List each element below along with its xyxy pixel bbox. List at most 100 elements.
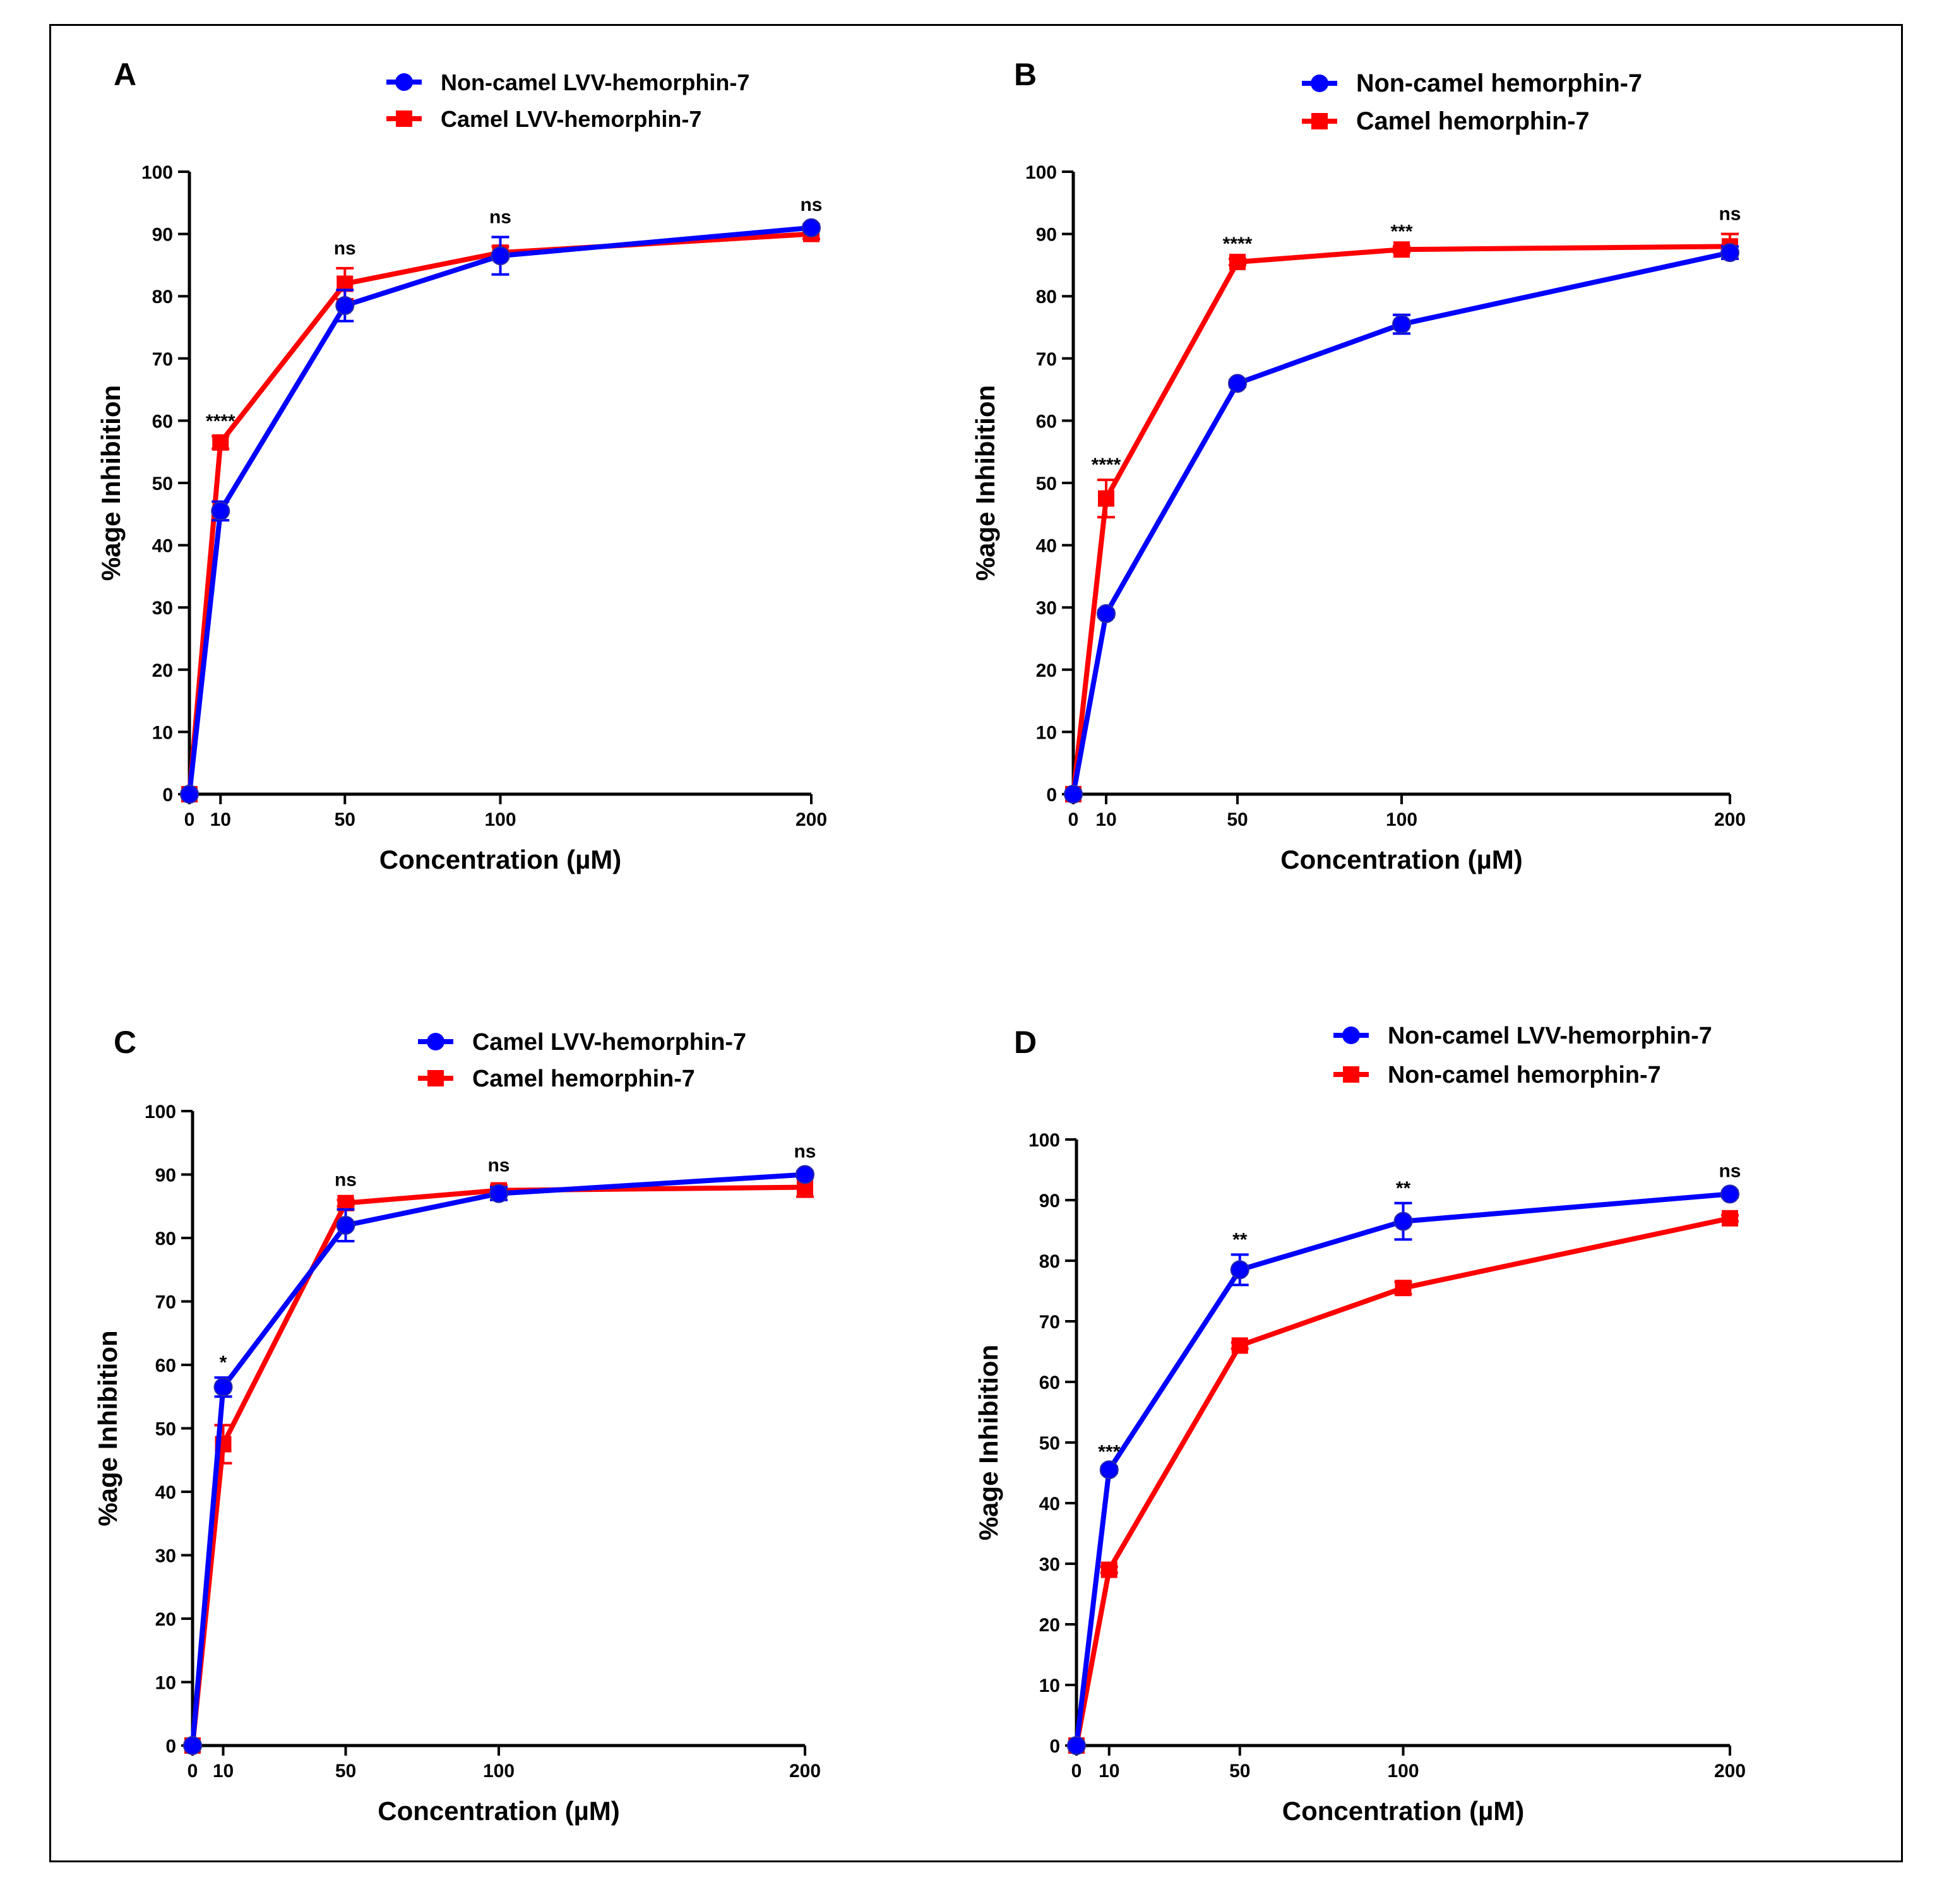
data-point <box>183 1736 202 1755</box>
series-line <box>190 1184 806 1746</box>
series-red <box>181 225 820 802</box>
data-point <box>1064 785 1083 804</box>
y-tick-label: 100 <box>141 162 173 183</box>
legend-marker <box>427 1033 444 1050</box>
series-line <box>1074 1215 1731 1746</box>
y-tick-label: 100 <box>1025 162 1057 183</box>
x-axis-label: Concentration (µM) <box>1282 1796 1525 1826</box>
y-tick-label: 80 <box>1039 1251 1060 1272</box>
data-point <box>336 1215 355 1235</box>
x-tick-label: 200 <box>1714 1761 1746 1782</box>
data-point <box>1097 604 1116 624</box>
legend-label: Non-camel hemorphin-7 <box>1356 69 1642 97</box>
legend-marker <box>1343 1066 1359 1083</box>
x-tick-label: 10 <box>1099 1761 1119 1782</box>
legend-label: Non-camel LVV-hemorphin-7 <box>441 69 749 95</box>
y-tick-label: 90 <box>152 225 173 246</box>
y-tick-label: 50 <box>155 1419 176 1440</box>
legend-item: Camel hemorphin-7 <box>418 1066 695 1092</box>
figure-frame <box>49 24 1903 1862</box>
legend-item: Non-camel LVV-hemorphin-7 <box>386 69 749 95</box>
y-tick-label: 80 <box>152 287 173 307</box>
y-axis-label: %age Inhibition <box>96 385 126 581</box>
y-tick-label: 30 <box>152 598 173 619</box>
y-tick-label: 90 <box>155 1165 176 1186</box>
x-tick-label: 10 <box>210 809 231 830</box>
significance-label: *** <box>1098 1441 1120 1462</box>
significance-label: **** <box>1223 234 1253 254</box>
data-point <box>1231 1337 1248 1354</box>
data-point <box>1392 314 1411 334</box>
y-tick-label: 60 <box>1039 1372 1060 1393</box>
y-tick-label: 60 <box>152 411 173 432</box>
panel-letter: D <box>1014 1025 1037 1060</box>
data-point <box>180 785 199 804</box>
y-tick-label: 50 <box>152 473 173 494</box>
significance-label: ns <box>487 1155 510 1176</box>
x-tick-label: 0 <box>188 1761 198 1782</box>
y-tick-label: 20 <box>152 660 173 681</box>
series-blue <box>1067 1184 1739 1755</box>
significance-label: ** <box>1396 1178 1411 1199</box>
data-point <box>1720 1184 1739 1204</box>
series-line <box>187 231 812 795</box>
legend-item: Camel LVV-hemorphin-7 <box>418 1029 746 1056</box>
legend-label: Camel hemorphin-7 <box>472 1066 695 1092</box>
y-tick-label: 50 <box>1036 473 1057 494</box>
y-tick-label: 70 <box>155 1292 176 1313</box>
data-point <box>335 295 355 315</box>
legend-item: Non-camel hemorphin-7 <box>1333 1062 1661 1088</box>
data-point <box>1722 1210 1738 1227</box>
y-tick-label: 40 <box>155 1482 176 1503</box>
y-tick-label: 100 <box>1028 1130 1060 1151</box>
x-tick-label: 100 <box>483 1761 515 1782</box>
legend-label: Camel hemorphin-7 <box>1356 107 1589 135</box>
data-point <box>489 1184 508 1203</box>
data-point <box>802 218 821 237</box>
series-blue <box>1064 243 1739 804</box>
y-tick-label: 80 <box>1036 287 1057 307</box>
data-point <box>1720 243 1739 263</box>
data-point <box>1098 490 1114 507</box>
y-axis-label: %age Inhibition <box>970 385 1000 581</box>
y-tick-label: 70 <box>1036 349 1057 370</box>
x-tick-label: 200 <box>1714 809 1746 830</box>
legend-marker <box>427 1070 444 1086</box>
legend-label: Camel LVV-hemorphin-7 <box>472 1029 746 1056</box>
y-tick-label: 60 <box>1036 411 1057 432</box>
y-tick-label: 100 <box>145 1102 176 1122</box>
significance-label: ns <box>800 194 822 215</box>
legend-label: Camel LVV-hemorphin-7 <box>441 106 701 132</box>
y-tick-label: 20 <box>155 1609 176 1630</box>
data-point <box>1229 253 1246 270</box>
panel-letter: C <box>114 1025 136 1060</box>
y-tick-label: 20 <box>1039 1615 1060 1636</box>
y-tick-label: 10 <box>152 722 173 743</box>
panel-b: B 0 10 20 30 40 50 60 70 80 90 100 0 10 50 100 200 Concen… <box>970 57 1746 874</box>
significance-label: ns <box>489 207 511 228</box>
x-tick-label: 0 <box>1071 1761 1082 1782</box>
x-tick-label: 10 <box>213 1761 234 1782</box>
y-tick-label: 40 <box>152 536 173 557</box>
legend-marker <box>396 110 412 127</box>
y-tick-label: 0 <box>1046 785 1057 806</box>
significance-label: * <box>220 1352 227 1373</box>
y-tick-label: 90 <box>1039 1191 1060 1211</box>
x-tick-label: 100 <box>484 809 516 830</box>
series-line <box>1074 1191 1731 1746</box>
data-point <box>1395 1280 1412 1297</box>
y-tick-label: 0 <box>165 1736 176 1757</box>
legend-item: Non-camel hemorphin-7 <box>1302 69 1642 97</box>
legend-marker <box>395 73 413 91</box>
x-tick-label: 200 <box>796 809 827 830</box>
data-point <box>1393 1211 1413 1231</box>
x-tick-label: 50 <box>1227 809 1248 830</box>
y-tick-label: 40 <box>1036 536 1057 557</box>
significance-label: ns <box>334 238 356 259</box>
data-point <box>211 501 230 521</box>
x-tick-label: 10 <box>1095 809 1116 830</box>
y-axis-label: %age Inhibition <box>974 1345 1003 1540</box>
series-red <box>1068 1210 1739 1754</box>
panel-d: D 0 10 20 30 40 50 60 70 80 90 100 0 10 50 100 200 Concen… <box>974 1023 1746 1826</box>
